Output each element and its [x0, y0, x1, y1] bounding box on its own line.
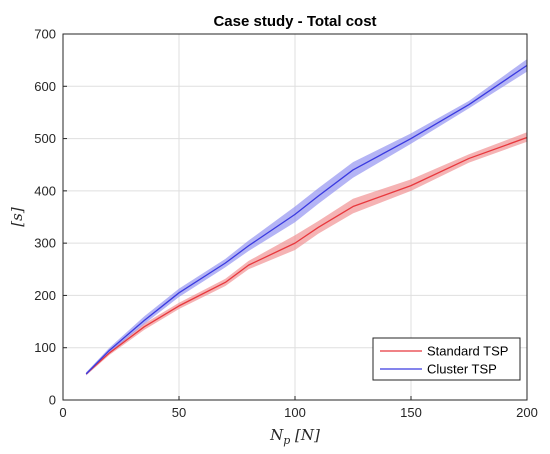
confidence-bands	[86, 59, 527, 376]
y-axis-label: [s]	[8, 207, 26, 227]
legend-label-cluster: Cluster TSP	[427, 362, 497, 377]
y-tick-label: 100	[34, 340, 56, 355]
axis-ticks: 0 50 100 150 200 0 100 200 300 400 500 600 700	[34, 27, 538, 421]
x-axis-label: Np [N]	[269, 426, 320, 447]
legend: Standard TSP Cluster TSP	[372, 337, 521, 381]
x-tick-label: 150	[400, 405, 422, 420]
legend-box	[372, 337, 521, 381]
series-lines	[85, 64, 528, 375]
legend-label-standard: Standard TSP	[427, 344, 508, 359]
chart-title: Case study - Total cost	[213, 13, 376, 30]
y-tick-label: 600	[34, 79, 56, 94]
confidence-band-cluster	[86, 59, 527, 376]
y-tick-label: 200	[34, 288, 56, 303]
series-line-standard	[85, 136, 528, 375]
x-tick-label: 100	[284, 405, 306, 420]
confidence-band-standard	[86, 132, 527, 376]
x-tick-label: 200	[516, 405, 538, 420]
y-tick-label: 700	[34, 27, 56, 42]
y-tick-label: 400	[34, 183, 56, 198]
series-line-cluster	[85, 64, 528, 375]
x-tick-label: 0	[59, 405, 66, 420]
y-tick-label: 300	[34, 236, 56, 251]
y-tick-label: 500	[34, 131, 56, 146]
x-tick-label: 50	[172, 405, 186, 420]
y-tick-label: 0	[49, 393, 56, 408]
